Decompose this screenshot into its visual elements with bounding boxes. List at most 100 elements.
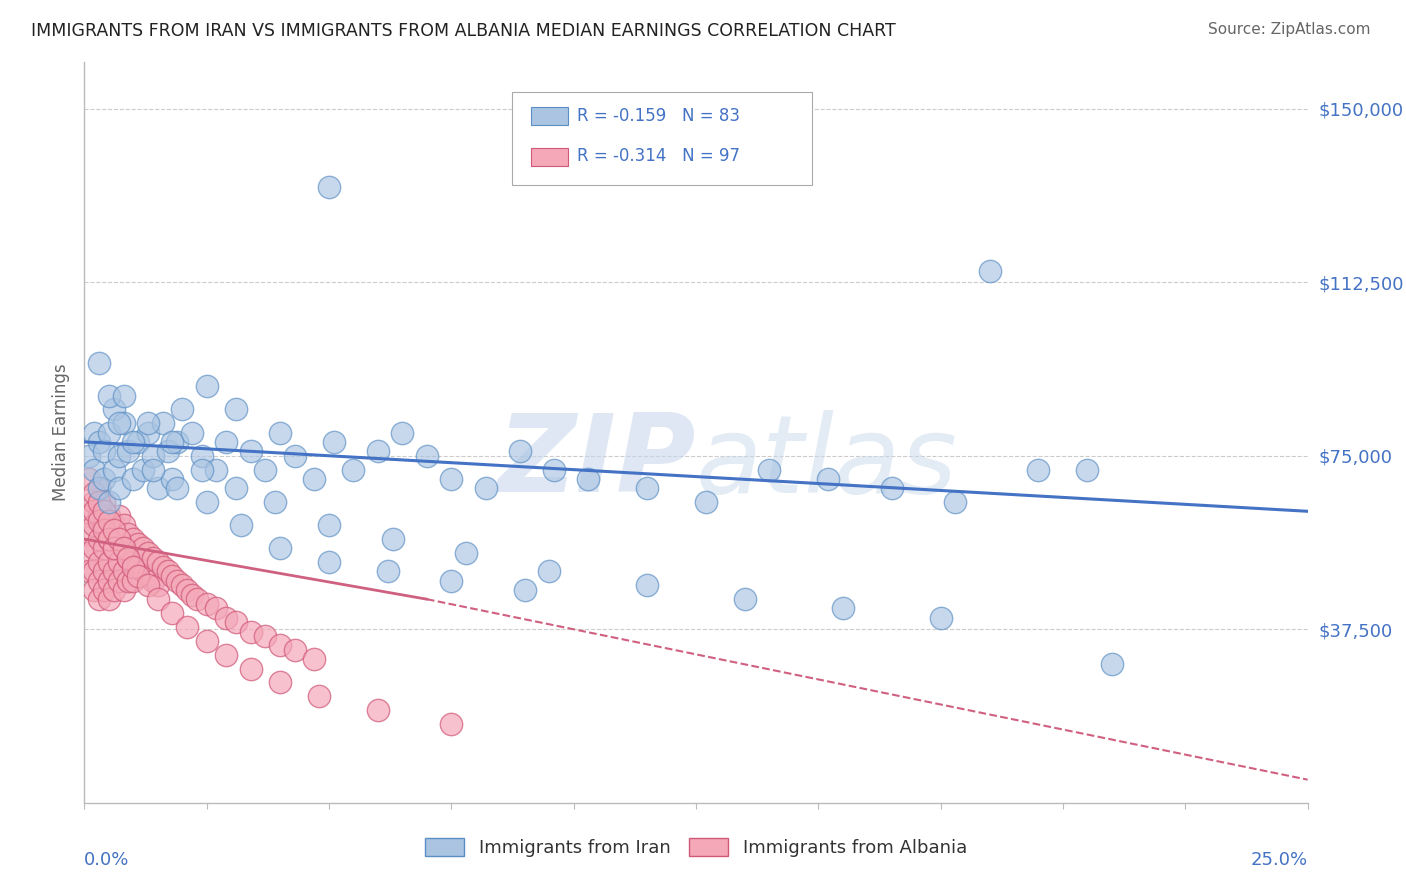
Point bbox=[103, 462, 125, 476]
Point bbox=[142, 574, 165, 588]
Point bbox=[103, 402, 125, 417]
Point bbox=[122, 574, 145, 588]
Point bbox=[225, 402, 247, 417]
Point bbox=[195, 495, 218, 509]
Point bbox=[83, 504, 105, 518]
Point bbox=[239, 662, 262, 676]
Point bbox=[122, 532, 145, 546]
Point bbox=[156, 444, 179, 458]
Point bbox=[117, 527, 139, 541]
Point bbox=[576, 472, 599, 486]
Y-axis label: Median Earnings: Median Earnings bbox=[52, 364, 70, 501]
Point bbox=[367, 703, 389, 717]
Point bbox=[172, 578, 194, 592]
Point bbox=[103, 541, 125, 556]
Point bbox=[318, 555, 340, 569]
Point bbox=[103, 518, 125, 533]
Point bbox=[77, 546, 100, 560]
Point bbox=[225, 481, 247, 495]
Point bbox=[83, 462, 105, 476]
Point bbox=[162, 472, 184, 486]
Point bbox=[817, 472, 839, 486]
Point bbox=[181, 588, 204, 602]
Point bbox=[103, 541, 125, 556]
Point bbox=[87, 555, 110, 569]
Point bbox=[107, 508, 129, 523]
Point bbox=[191, 449, 214, 463]
Point bbox=[93, 518, 115, 533]
Point bbox=[97, 555, 120, 569]
Point bbox=[112, 388, 135, 402]
Point bbox=[342, 462, 364, 476]
Text: Source: ZipAtlas.com: Source: ZipAtlas.com bbox=[1208, 22, 1371, 37]
Point bbox=[77, 565, 100, 579]
Point bbox=[474, 481, 496, 495]
Point bbox=[191, 462, 214, 476]
Point bbox=[107, 481, 129, 495]
Point bbox=[83, 485, 105, 500]
Point bbox=[93, 565, 115, 579]
Point bbox=[87, 592, 110, 607]
Point bbox=[318, 518, 340, 533]
Point bbox=[254, 629, 277, 643]
Point bbox=[97, 592, 120, 607]
Point bbox=[87, 514, 110, 528]
Point bbox=[166, 434, 188, 449]
Text: 25.0%: 25.0% bbox=[1250, 851, 1308, 869]
Point bbox=[284, 449, 307, 463]
Point bbox=[239, 624, 262, 639]
Point bbox=[269, 639, 291, 653]
Point bbox=[176, 582, 198, 597]
FancyBboxPatch shape bbox=[513, 92, 813, 185]
Point bbox=[162, 569, 184, 583]
Point bbox=[979, 263, 1001, 277]
Point bbox=[87, 434, 110, 449]
Point bbox=[97, 495, 120, 509]
Point bbox=[93, 523, 115, 537]
Point bbox=[176, 620, 198, 634]
Text: R = -0.314   N = 97: R = -0.314 N = 97 bbox=[578, 147, 741, 165]
Point bbox=[136, 569, 159, 583]
Point bbox=[269, 675, 291, 690]
Point bbox=[215, 610, 238, 624]
Point bbox=[225, 615, 247, 630]
Point bbox=[87, 508, 110, 523]
Point bbox=[229, 518, 252, 533]
Point bbox=[146, 578, 169, 592]
Point bbox=[215, 648, 238, 662]
Point bbox=[127, 536, 149, 550]
Point bbox=[142, 462, 165, 476]
Point bbox=[880, 481, 903, 495]
Point bbox=[195, 379, 218, 393]
Point bbox=[87, 532, 110, 546]
Point bbox=[87, 495, 110, 509]
Text: atlas: atlas bbox=[696, 409, 957, 515]
Point bbox=[322, 434, 344, 449]
Point bbox=[304, 472, 326, 486]
Point bbox=[186, 592, 208, 607]
Point bbox=[112, 518, 135, 533]
Point bbox=[83, 425, 105, 440]
Point bbox=[416, 449, 439, 463]
Point bbox=[205, 462, 228, 476]
Point bbox=[146, 592, 169, 607]
Point bbox=[107, 532, 129, 546]
Point bbox=[136, 578, 159, 592]
Point bbox=[367, 444, 389, 458]
Point bbox=[1101, 657, 1123, 671]
Point bbox=[195, 633, 218, 648]
Point bbox=[239, 444, 262, 458]
Point bbox=[132, 565, 155, 579]
Text: ZIP: ZIP bbox=[498, 409, 696, 516]
Point bbox=[136, 425, 159, 440]
Point bbox=[77, 449, 100, 463]
Point bbox=[122, 472, 145, 486]
Text: R = -0.159   N = 83: R = -0.159 N = 83 bbox=[578, 107, 741, 125]
Point bbox=[112, 565, 135, 579]
Point bbox=[107, 574, 129, 588]
Point bbox=[93, 444, 115, 458]
Point bbox=[103, 582, 125, 597]
Point bbox=[122, 555, 145, 569]
Point bbox=[162, 434, 184, 449]
Point bbox=[269, 541, 291, 556]
